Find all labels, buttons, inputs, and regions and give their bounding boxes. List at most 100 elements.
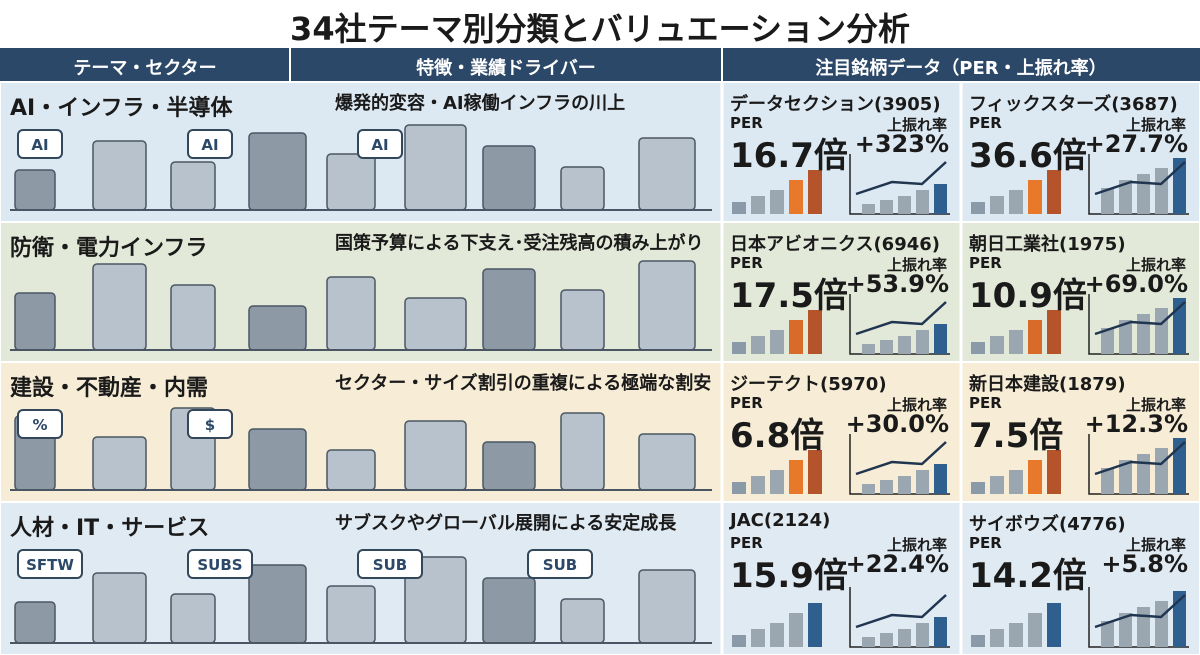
mini-bar (1101, 328, 1114, 354)
mini-bar (1173, 591, 1186, 647)
icon (187, 409, 233, 439)
trend-line (1094, 594, 1186, 629)
illustration (92, 436, 147, 491)
upside-value: +30.0% (845, 410, 949, 438)
per-value: 36.6倍 (969, 136, 1087, 176)
mini-bar (789, 320, 803, 354)
mini-bar (1009, 190, 1023, 214)
stock-name: 日本アビオニクス(6946) (730, 234, 941, 255)
trend-line (1094, 301, 1186, 336)
trend-line (1094, 441, 1186, 476)
mini-bar (1137, 607, 1150, 647)
per-label: PER (969, 534, 1002, 552)
icon-label: SFTW (26, 556, 74, 574)
theme: 建設・不動産・内需 (10, 376, 209, 401)
stock-name: サイボウズ(4776) (969, 514, 1126, 535)
illustration (482, 577, 536, 644)
mini-bar (934, 617, 947, 647)
mini-bar (751, 476, 765, 494)
icon-label: AI (201, 136, 218, 154)
upside-label: 上振れ率 (1125, 116, 1186, 134)
illustration (638, 260, 696, 351)
upside-label: 上振れ率 (886, 116, 947, 134)
mini-bar (789, 180, 803, 214)
mini-bar (916, 190, 929, 214)
per-value: 14.2倍 (969, 556, 1087, 596)
mini-bar (1047, 603, 1061, 647)
mini-bar (1173, 438, 1186, 494)
mini-bar (732, 482, 746, 494)
mini-bar (862, 637, 875, 647)
icon-label: SUBS (197, 556, 242, 574)
illustration (638, 137, 696, 211)
per-value: 17.5倍 (730, 276, 848, 316)
mini-bar (898, 196, 911, 214)
theme: AI・インフラ・半導体 (10, 96, 233, 121)
trend-line (855, 441, 947, 476)
mini-bar (1101, 468, 1114, 494)
mini-bar (808, 170, 822, 214)
illustration (326, 276, 376, 351)
upside-label: 上振れ率 (1125, 396, 1186, 414)
mini-bar (1137, 454, 1150, 494)
trend-line (855, 161, 947, 196)
illustration (248, 428, 307, 491)
mini-bar (862, 204, 875, 214)
mini-bar (934, 464, 947, 494)
upside-value: +323% (854, 130, 949, 158)
mini-bar (880, 480, 893, 494)
illustration (170, 593, 216, 644)
per-label: PER (969, 394, 1002, 412)
icon-label: % (32, 416, 47, 434)
mini-bar (1101, 621, 1114, 647)
per-label: PER (969, 114, 1002, 132)
trend-line (855, 594, 947, 629)
icon-label: AI (371, 136, 388, 154)
mini-bar (880, 200, 893, 214)
per-label: PER (730, 254, 763, 272)
mini-bar (898, 629, 911, 647)
illustration (326, 449, 376, 491)
mini-bar (971, 202, 985, 214)
illustration (404, 124, 467, 211)
illustration (560, 412, 605, 491)
illustration (638, 569, 696, 644)
mini-bar (770, 330, 784, 354)
upside-label: 上振れ率 (886, 256, 947, 274)
driver: セクター・サイズ割引の重複による極端な割安 (335, 373, 712, 394)
header-cell: 特徴・業績ドライバー (416, 58, 596, 79)
mini-bar (751, 629, 765, 647)
mini-bar (1028, 320, 1042, 354)
mini-bar (1155, 168, 1168, 214)
mini-bar (808, 310, 822, 354)
per-label: PER (730, 534, 763, 552)
per-value: 7.5倍 (969, 416, 1064, 456)
illustration (14, 601, 56, 644)
mini-bar (916, 330, 929, 354)
upside-value: +53.9% (845, 270, 949, 298)
mini-bar (808, 450, 822, 494)
title: 34社テーマ別分類とバリュエーション分析 (290, 10, 910, 48)
illustration (170, 284, 216, 351)
illustration (248, 132, 307, 211)
illustration (14, 169, 56, 211)
icon (17, 409, 63, 439)
icon-label: $ (205, 416, 215, 434)
per-value: 16.7倍 (730, 136, 848, 176)
mini-bar (880, 633, 893, 647)
stock-name: フィックスターズ(3687) (969, 94, 1178, 115)
icon (527, 549, 593, 579)
stock-name: データセクション(3905) (730, 94, 941, 115)
mini-bar (1119, 320, 1132, 354)
theme: 防衛・電力インフラ (10, 236, 208, 261)
mini-bar (898, 336, 911, 354)
stock-name: 朝日工業社(1975) (969, 234, 1126, 255)
mini-bar (1047, 450, 1061, 494)
per-value: 10.9倍 (969, 276, 1087, 316)
mini-bar (1155, 601, 1168, 647)
illustration (92, 140, 147, 211)
illustration (92, 263, 147, 351)
illustration (560, 598, 605, 644)
mini-bar (990, 196, 1004, 214)
